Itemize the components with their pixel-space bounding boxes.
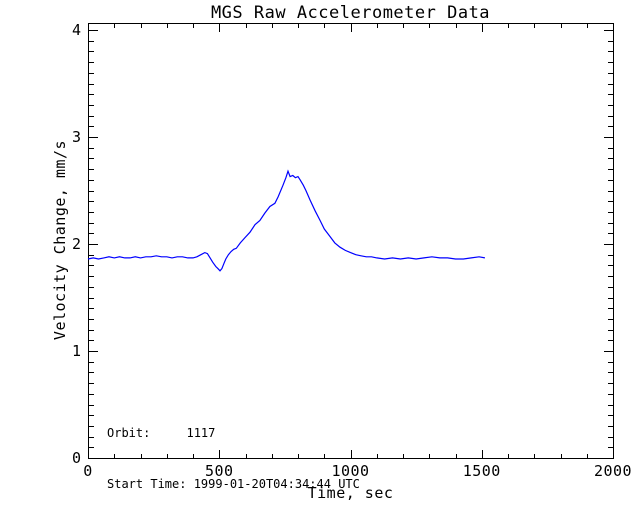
plot-frame xyxy=(88,23,614,459)
annotation-start-time: Start Time: 1999-01-20T04:34:44 UTC xyxy=(107,477,360,491)
y-tick-label: 0 xyxy=(72,449,81,467)
y-tick-label: 4 xyxy=(72,21,81,39)
x-tick-label: 0 xyxy=(83,462,93,480)
y-tick-label: 2 xyxy=(72,235,81,253)
x-tick-label: 1500 xyxy=(463,462,501,480)
y-axis-label: Velocity Change, mm/s xyxy=(51,139,69,341)
y-tick-label: 1 xyxy=(72,342,81,360)
chart-title: MGS Raw Accelerometer Data xyxy=(210,3,491,23)
annotation-orbit: Orbit: 1117 xyxy=(107,426,216,440)
y-tick-label: 3 xyxy=(72,128,81,146)
data-line-velocity-change xyxy=(87,169,486,272)
x-tick-label: 2000 xyxy=(594,462,632,480)
x-tick-label: 1000 xyxy=(331,462,369,480)
x-axis-label: Time, sec xyxy=(307,484,394,502)
x-tick-label: 500 xyxy=(205,462,234,480)
annotation-block: Orbit: 1117 Start Time: 1999-01-20T04:34… xyxy=(107,391,360,512)
